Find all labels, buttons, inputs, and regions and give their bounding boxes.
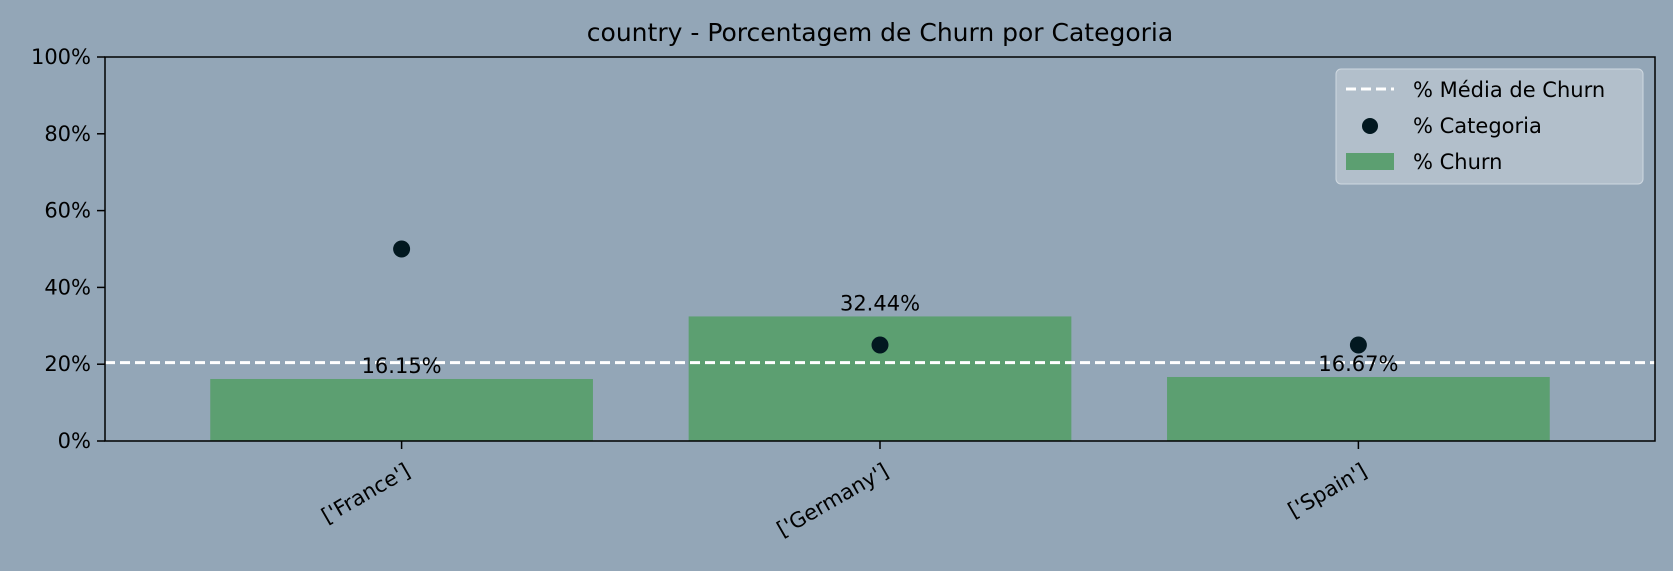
scatter-point-0	[393, 240, 411, 258]
bar-label-1: 32.44%	[840, 291, 920, 315]
x-tick-label-1: ['Germany']	[773, 459, 893, 542]
bar-label-0: 16.15%	[362, 354, 442, 378]
y-tick-label-4: 80%	[44, 122, 91, 146]
bar-label-2: 16.67%	[1318, 352, 1398, 376]
legend-bar-swatch	[1346, 153, 1394, 170]
legend-entry-categoria: % Categoria	[1413, 114, 1542, 138]
scatter-point-2	[1349, 336, 1367, 354]
legend-box	[1335, 68, 1644, 185]
x-tick-label-2: ['Spain']	[1284, 459, 1371, 523]
bar-1	[688, 316, 1072, 441]
scatter-point-1	[871, 336, 889, 354]
y-tick-label-3: 60%	[44, 199, 91, 223]
bar-2	[1167, 376, 1550, 441]
y-tick-label-1: 20%	[44, 352, 91, 376]
bar-0	[210, 378, 593, 441]
legend-scatter-swatch	[1362, 118, 1378, 134]
chart-title: country - Porcentagem de Churn por Categ…	[587, 18, 1173, 47]
y-tick-label-0: 0%	[58, 429, 91, 453]
x-tick-label-0: ['France']	[317, 459, 414, 529]
y-tick-label-5: 100%	[31, 45, 91, 69]
legend-entry-media: % Média de Churn	[1413, 78, 1605, 102]
legend: % Média de Churn % Categoria % Churn	[1335, 68, 1644, 185]
legend-entry-churn: % Churn	[1413, 150, 1503, 174]
y-tick-label-2: 40%	[44, 275, 91, 299]
